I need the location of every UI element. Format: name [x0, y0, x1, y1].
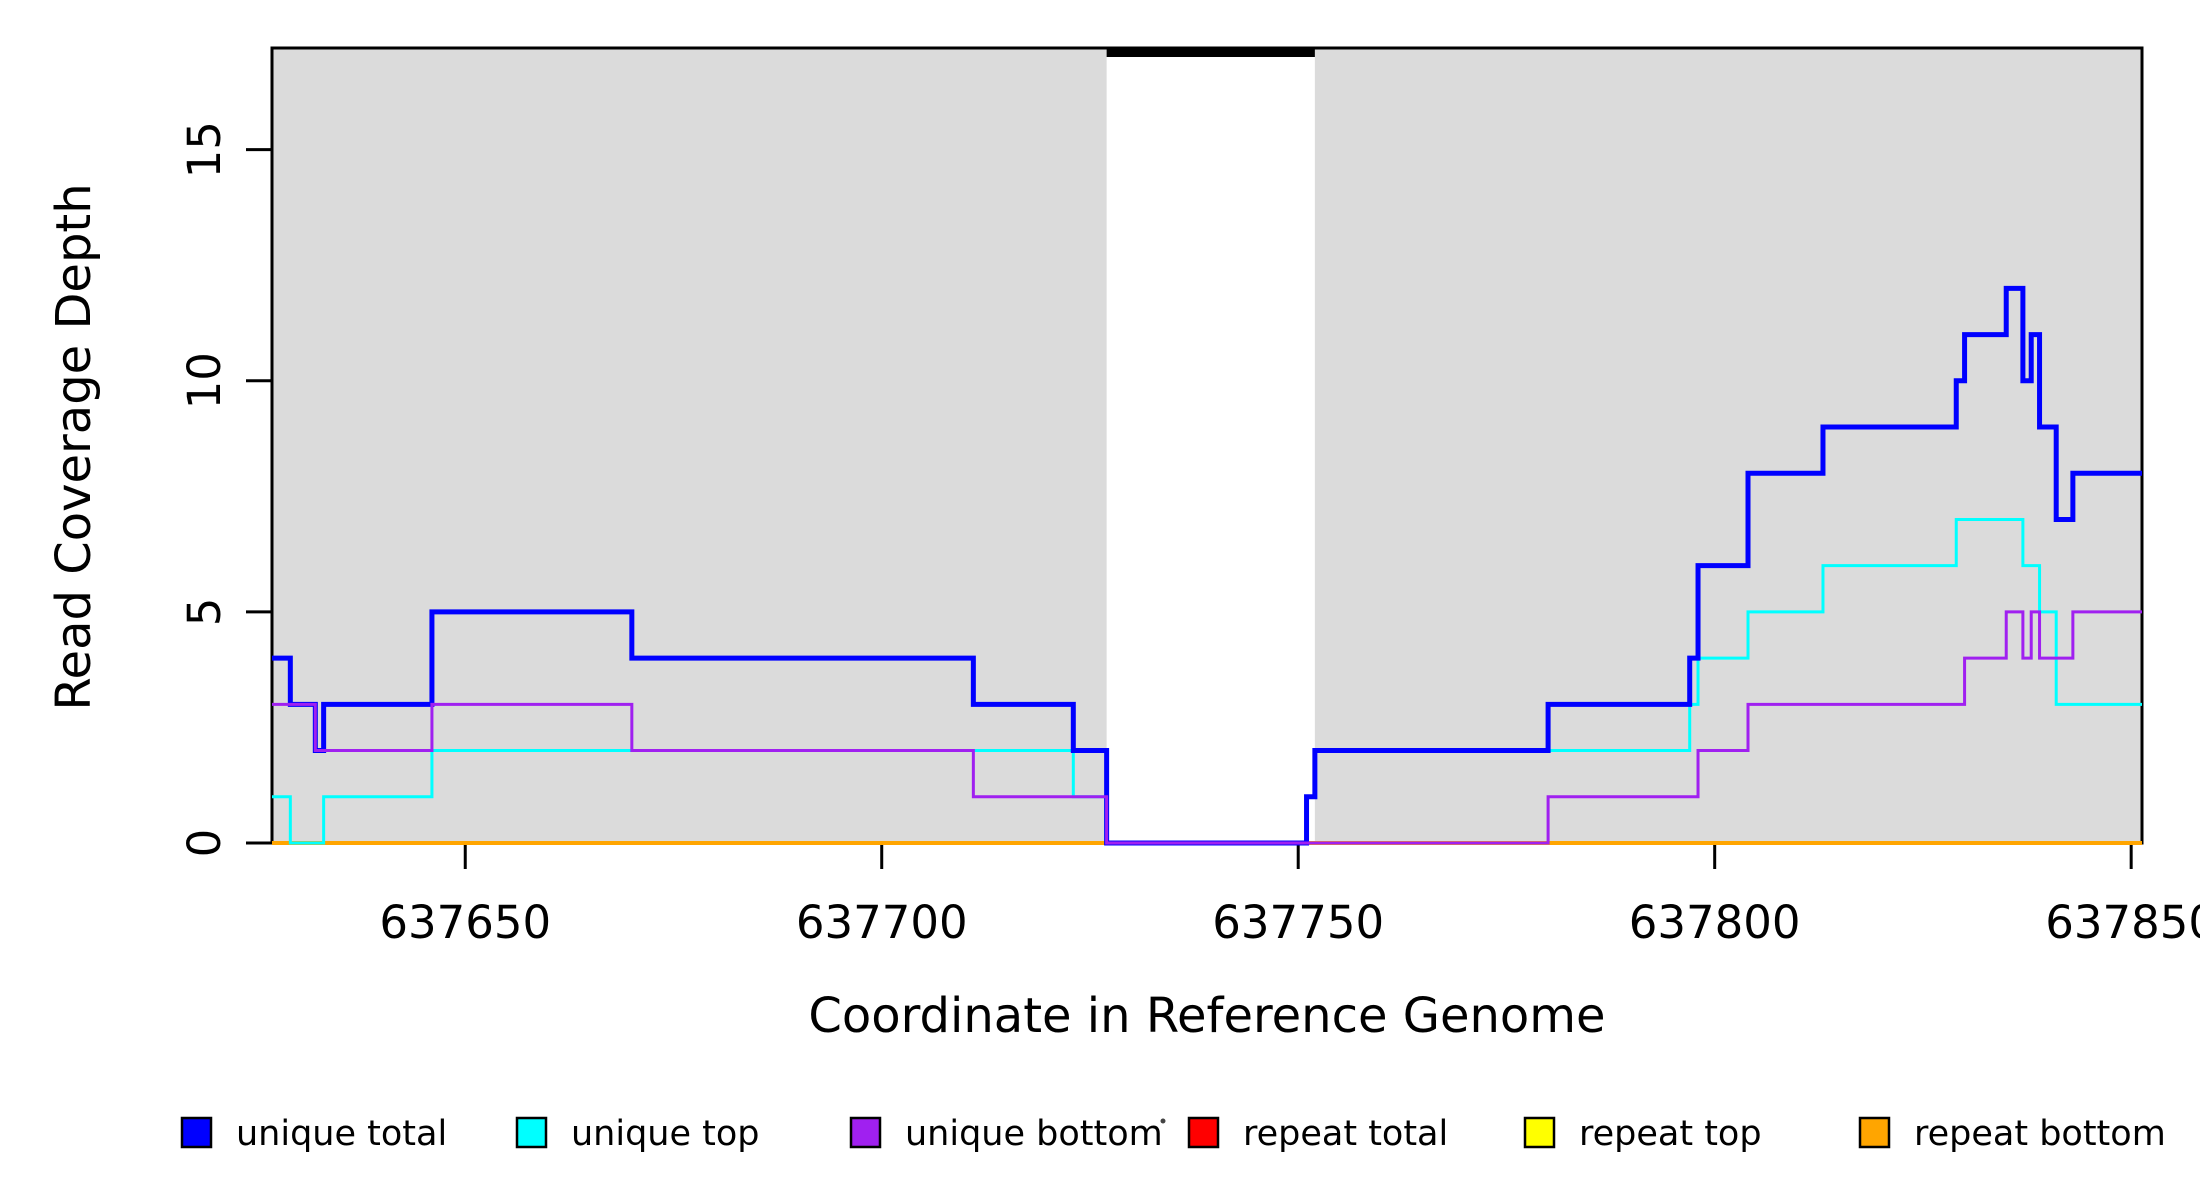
- stray-dot: [1160, 1118, 1166, 1124]
- legend-label: repeat top: [1579, 1114, 1762, 1154]
- y-axis-title: Read Coverage Depth: [46, 183, 102, 710]
- repeat-region-marker: [1106, 49, 1315, 57]
- x-tick-label: 637750: [1212, 896, 1384, 949]
- series-line-unique-top: [272, 517, 2142, 845]
- y-tick-label: 15: [178, 121, 231, 178]
- series-line-unique-total: [272, 285, 2142, 846]
- legend-label: unique bottom: [905, 1114, 1163, 1154]
- y-tick-label: 10: [178, 352, 231, 409]
- legend: unique total unique top unique bottom repea…: [180, 1114, 2166, 1154]
- legend-swatch-unique-bottom: [849, 1116, 882, 1149]
- x-tick-label: 637700: [796, 896, 968, 949]
- legend-label: repeat bottom: [1914, 1114, 2166, 1154]
- legend-label: unique total: [236, 1114, 447, 1154]
- x-axis-title: Coordinate in Reference Genome: [808, 988, 1605, 1044]
- y-tick-label: 0: [178, 829, 231, 858]
- legend-swatch-unique-total: [180, 1116, 213, 1149]
- y-tick-label: 5: [178, 598, 231, 627]
- legend-item-unique-total: unique total: [180, 1114, 447, 1154]
- legend-swatch-repeat-total: [1187, 1116, 1220, 1149]
- x-tick-label: 637850: [2045, 896, 2200, 949]
- legend-item-repeat-bottom: repeat bottom: [1858, 1114, 2166, 1154]
- legend-item-repeat-top: repeat top: [1523, 1114, 1762, 1154]
- legend-swatch-repeat-bottom: [1858, 1116, 1891, 1149]
- shaded-region-1: [272, 48, 1107, 843]
- legend-label: repeat total: [1243, 1114, 1448, 1154]
- legend-swatch-unique-top: [515, 1116, 548, 1149]
- shaded-region-2: [1314, 48, 2142, 843]
- legend-item-repeat-total: repeat total: [1187, 1114, 1448, 1154]
- x-tick-label: 637800: [1629, 896, 1801, 949]
- legend-label: unique top: [571, 1114, 760, 1154]
- legend-swatch-repeat-top: [1523, 1116, 1556, 1149]
- series-line-unique-bottom: [272, 610, 2142, 845]
- legend-item-unique-top: unique top: [515, 1114, 760, 1154]
- x-tick-label: 637650: [379, 896, 551, 949]
- legend-item-unique-bottom: unique bottom: [849, 1114, 1163, 1154]
